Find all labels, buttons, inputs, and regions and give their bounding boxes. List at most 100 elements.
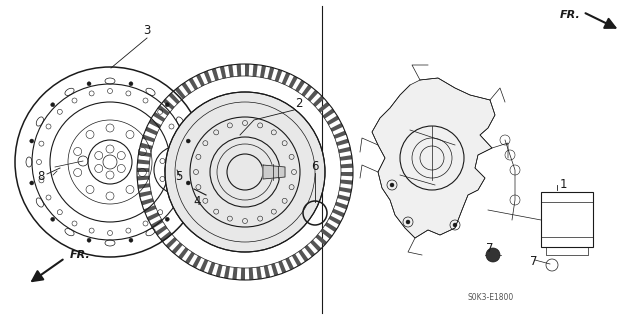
- Circle shape: [165, 92, 325, 252]
- Polygon shape: [151, 219, 163, 228]
- Circle shape: [87, 238, 91, 242]
- Text: 5: 5: [175, 170, 182, 183]
- Polygon shape: [140, 143, 152, 150]
- Polygon shape: [166, 237, 177, 249]
- Polygon shape: [145, 127, 158, 135]
- Circle shape: [186, 139, 190, 143]
- Polygon shape: [163, 99, 175, 110]
- Polygon shape: [185, 252, 195, 264]
- Polygon shape: [340, 155, 352, 161]
- Bar: [541, 192, 593, 247]
- Polygon shape: [245, 64, 249, 76]
- Text: 7: 7: [486, 242, 493, 255]
- Polygon shape: [305, 245, 315, 257]
- Polygon shape: [147, 212, 159, 221]
- Polygon shape: [200, 259, 208, 272]
- Polygon shape: [148, 119, 161, 129]
- Polygon shape: [278, 261, 286, 273]
- Polygon shape: [318, 102, 330, 113]
- Text: S0K3-E1800: S0K3-E1800: [468, 293, 515, 302]
- Polygon shape: [156, 225, 167, 235]
- Polygon shape: [321, 228, 332, 239]
- Polygon shape: [172, 242, 182, 254]
- Polygon shape: [339, 187, 351, 193]
- Polygon shape: [340, 164, 353, 168]
- Polygon shape: [189, 78, 198, 90]
- Polygon shape: [329, 216, 341, 225]
- Polygon shape: [192, 256, 202, 268]
- Circle shape: [129, 238, 133, 242]
- Polygon shape: [228, 65, 234, 77]
- Circle shape: [87, 82, 91, 86]
- Polygon shape: [232, 267, 237, 280]
- Polygon shape: [341, 172, 353, 176]
- Polygon shape: [168, 93, 180, 104]
- Polygon shape: [138, 183, 150, 189]
- Polygon shape: [138, 159, 150, 165]
- Polygon shape: [160, 231, 172, 242]
- Polygon shape: [216, 264, 223, 277]
- Polygon shape: [332, 209, 345, 217]
- Polygon shape: [323, 108, 335, 119]
- Polygon shape: [138, 151, 151, 157]
- Circle shape: [390, 183, 394, 187]
- Circle shape: [486, 248, 500, 262]
- Polygon shape: [295, 80, 305, 92]
- Circle shape: [51, 217, 55, 221]
- Circle shape: [30, 139, 34, 143]
- Polygon shape: [175, 87, 186, 99]
- Polygon shape: [275, 69, 282, 82]
- Polygon shape: [282, 72, 290, 85]
- Polygon shape: [340, 180, 353, 185]
- Circle shape: [129, 82, 133, 86]
- Polygon shape: [178, 248, 189, 259]
- Polygon shape: [333, 131, 346, 139]
- Polygon shape: [237, 64, 241, 76]
- Polygon shape: [137, 168, 149, 172]
- Polygon shape: [153, 112, 165, 122]
- Polygon shape: [301, 85, 312, 97]
- Polygon shape: [335, 202, 348, 209]
- Circle shape: [453, 223, 457, 227]
- Polygon shape: [220, 66, 227, 79]
- Text: 1: 1: [560, 178, 568, 191]
- Polygon shape: [253, 64, 258, 77]
- Polygon shape: [292, 254, 301, 266]
- Polygon shape: [313, 96, 324, 107]
- Polygon shape: [256, 267, 262, 279]
- Polygon shape: [157, 105, 170, 115]
- Polygon shape: [271, 263, 278, 276]
- Circle shape: [30, 181, 34, 185]
- Polygon shape: [289, 76, 298, 88]
- Text: 7: 7: [530, 255, 538, 268]
- Text: 8: 8: [37, 170, 44, 183]
- Polygon shape: [339, 147, 351, 153]
- Text: 2: 2: [295, 97, 303, 110]
- Polygon shape: [249, 268, 253, 280]
- Polygon shape: [143, 205, 156, 213]
- Polygon shape: [285, 257, 294, 270]
- Circle shape: [165, 103, 169, 107]
- Text: 6: 6: [311, 160, 319, 173]
- Text: FR.: FR.: [70, 250, 91, 260]
- Text: 4: 4: [193, 195, 200, 208]
- Polygon shape: [327, 115, 339, 125]
- Polygon shape: [268, 67, 275, 80]
- Circle shape: [165, 217, 169, 221]
- Polygon shape: [325, 222, 337, 232]
- Polygon shape: [182, 82, 191, 94]
- Polygon shape: [142, 135, 155, 142]
- Polygon shape: [141, 198, 154, 205]
- Polygon shape: [204, 71, 212, 83]
- Polygon shape: [264, 265, 270, 278]
- Circle shape: [186, 181, 190, 185]
- Polygon shape: [310, 240, 321, 251]
- Polygon shape: [137, 176, 149, 181]
- Polygon shape: [241, 268, 245, 280]
- Polygon shape: [372, 78, 495, 238]
- Polygon shape: [224, 266, 230, 279]
- Polygon shape: [298, 250, 308, 262]
- Polygon shape: [212, 68, 219, 81]
- Polygon shape: [307, 90, 318, 101]
- Polygon shape: [330, 123, 343, 132]
